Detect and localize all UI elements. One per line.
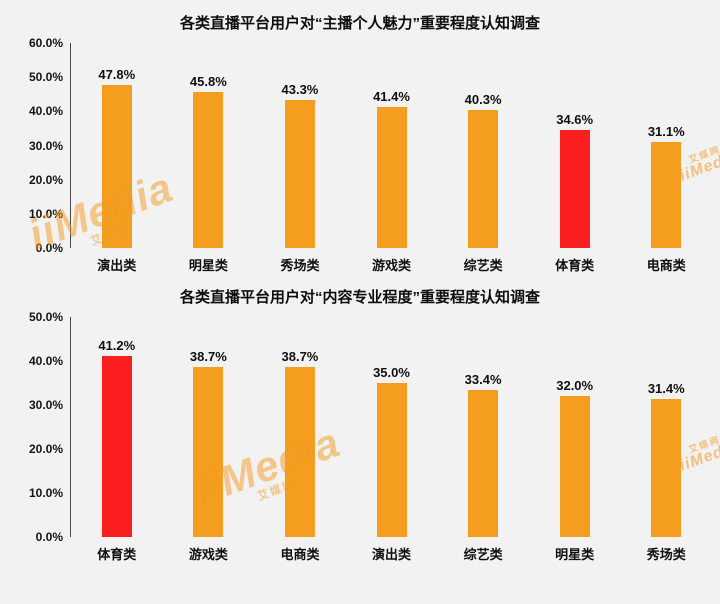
category-label: 演出类 bbox=[97, 258, 137, 273]
category-label: 游戏类 bbox=[188, 547, 228, 562]
bar bbox=[651, 141, 682, 248]
category-label: 电商类 bbox=[280, 547, 320, 562]
bar-stack: 40.3% bbox=[465, 43, 502, 248]
y-axis-tick-label: 60.0% bbox=[28, 36, 63, 50]
y-axis-tick-label: 10.0% bbox=[28, 486, 63, 500]
bar-column: 41.4% 游戏类 bbox=[346, 43, 438, 274]
bar bbox=[376, 383, 407, 537]
bar-stack: 31.4% bbox=[648, 317, 685, 537]
category-label: 电商类 bbox=[646, 258, 686, 273]
y-axis-tick-label: 0.0% bbox=[35, 530, 63, 544]
bar-column: 38.7% 游戏类 bbox=[163, 317, 255, 563]
bar bbox=[284, 100, 315, 248]
bar-value-label: 43.3% bbox=[281, 82, 319, 98]
bar-highlighted bbox=[101, 355, 132, 537]
category-label: 秀场类 bbox=[646, 547, 686, 562]
y-axis-tick-label: 50.0% bbox=[28, 70, 63, 85]
bar-column: 40.3% 综艺类 bbox=[437, 43, 529, 274]
bar bbox=[651, 398, 682, 537]
bar-column: 32.0% 明星类 bbox=[529, 317, 621, 563]
chart-host-personal-charm: 各类直播平台用户对“主播个人魅力”重要程度认知调查 60.0% 50.0% 40.0… bbox=[0, 0, 720, 274]
bar bbox=[193, 366, 224, 537]
bar-value-label: 47.8% bbox=[98, 66, 136, 82]
bar bbox=[101, 84, 132, 248]
bar-value-label: 32.0% bbox=[556, 378, 594, 394]
bar-value-label: 45.8% bbox=[189, 73, 227, 89]
chart-content-professionalism: 各类直播平台用户对“内容专业程度”重要程度认知调查 50.0% 40.0% 30.0… bbox=[0, 274, 720, 563]
y-axis-tick-label: 50.0% bbox=[28, 310, 63, 324]
bar-value-label: 33.4% bbox=[464, 372, 502, 388]
y-axis: 60.0% 50.0% 40.0% 30.0% 20.0% 10.0% 0.0% bbox=[16, 36, 71, 255]
bar-column: 47.8% 演出类 bbox=[71, 43, 163, 274]
bars-area: 47.8% 演出类 45.8% 明星类 43.3% 秀场类 41.4% 游戏类 40.3% 综艺类… bbox=[71, 43, 712, 274]
bar-stack: 45.8% bbox=[190, 43, 227, 248]
bar-stack: 47.8% bbox=[98, 43, 135, 248]
y-axis-tick-label: 20.0% bbox=[28, 172, 63, 187]
bar bbox=[193, 91, 224, 248]
y-axis-tick-label: 40.0% bbox=[28, 104, 63, 119]
bar-stack: 43.3% bbox=[281, 43, 319, 248]
bar-stack: 31.1% bbox=[648, 43, 685, 248]
bar-column: 33.4% 综艺类 bbox=[437, 317, 529, 563]
bar-stack: 32.0% bbox=[556, 317, 593, 537]
bar bbox=[284, 366, 315, 537]
bar bbox=[559, 396, 590, 537]
bar-column: 38.7% 电商类 bbox=[254, 317, 346, 563]
bar-stack: 35.0% bbox=[373, 317, 410, 537]
y-axis-tick-label: 40.0% bbox=[28, 354, 63, 368]
bar-value-label: 41.4% bbox=[373, 88, 410, 104]
category-label: 明星类 bbox=[555, 547, 595, 562]
bar-stack: 41.4% bbox=[373, 43, 410, 248]
bar-value-label: 35.0% bbox=[373, 365, 410, 380]
y-axis-tick-label: 30.0% bbox=[28, 138, 63, 153]
bar-column: 34.6% 体育类 bbox=[529, 43, 621, 274]
bar-value-label: 40.3% bbox=[464, 92, 502, 108]
bar bbox=[468, 390, 499, 537]
y-axis: 50.0% 40.0% 30.0% 20.0% 10.0% 0.0% bbox=[16, 310, 71, 544]
category-label: 明星类 bbox=[188, 258, 228, 273]
bar-stack: 33.4% bbox=[465, 317, 502, 537]
bar-stack: 34.6% bbox=[556, 43, 593, 248]
y-axis-tick-label: 0.0% bbox=[35, 241, 63, 255]
bar-column: 31.4% 秀场类 bbox=[620, 317, 712, 563]
bar-stack: 38.7% bbox=[190, 317, 227, 537]
bar-value-label: 41.2% bbox=[98, 337, 136, 353]
bar-column: 43.3% 秀场类 bbox=[254, 43, 346, 274]
category-label: 体育类 bbox=[97, 547, 137, 562]
bar bbox=[376, 106, 407, 248]
bar-value-label: 31.1% bbox=[647, 123, 685, 139]
category-label: 综艺类 bbox=[463, 258, 503, 273]
bar-highlighted bbox=[559, 129, 590, 248]
bar-column: 41.2% 体育类 bbox=[71, 317, 163, 563]
y-axis-tick-label: 10.0% bbox=[28, 206, 63, 221]
bar-column: 35.0% 演出类 bbox=[346, 317, 438, 563]
plot-area: 50.0% 40.0% 30.0% 20.0% 10.0% 0.0% 41.2% 体育类 38… bbox=[0, 310, 720, 563]
plot-area: 60.0% 50.0% 40.0% 30.0% 20.0% 10.0% 0.0% 47.8%… bbox=[0, 36, 720, 274]
bar-value-label: 31.4% bbox=[647, 380, 685, 396]
bar-stack: 41.2% bbox=[98, 317, 135, 537]
y-axis-tick-label: 20.0% bbox=[28, 442, 63, 456]
bar-value-label: 38.7% bbox=[189, 348, 227, 364]
bar bbox=[468, 110, 499, 248]
category-label: 秀场类 bbox=[280, 258, 320, 273]
bar-stack: 38.7% bbox=[281, 317, 319, 537]
bar-value-label: 34.6% bbox=[556, 111, 594, 127]
bar-column: 31.1% 电商类 bbox=[620, 43, 712, 274]
chart-title: 各类直播平台用户对“主播个人魅力”重要程度认知调查 bbox=[179, 15, 540, 32]
category-label: 体育类 bbox=[555, 258, 595, 273]
chart-title: 各类直播平台用户对“内容专业程度”重要程度认知调查 bbox=[179, 289, 540, 306]
y-axis-tick-label: 30.0% bbox=[28, 398, 63, 412]
bars-area: 41.2% 体育类 38.7% 游戏类 38.7% 电商类 35.0% 演出类 33.4% 综艺类… bbox=[71, 317, 712, 563]
bar-column: 45.8% 明星类 bbox=[163, 43, 255, 274]
category-label: 综艺类 bbox=[463, 547, 503, 562]
category-label: 游戏类 bbox=[372, 258, 412, 273]
bar-value-label: 38.7% bbox=[281, 348, 319, 364]
category-label: 演出类 bbox=[372, 547, 412, 562]
